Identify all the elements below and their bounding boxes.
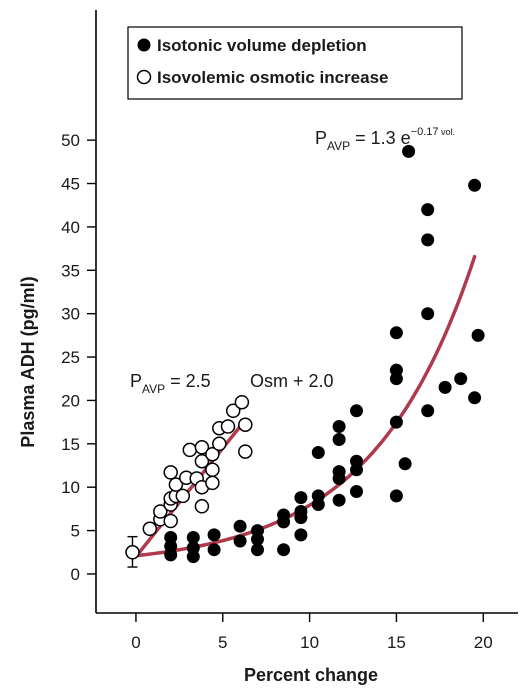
point-volume-depletion [311,489,325,503]
y-tick-label: 50 [61,131,80,150]
exp-formula-exponent: −0.17 [411,126,439,138]
point-volume-depletion [421,307,435,321]
point-osmotic-increase [153,504,168,519]
linear-fit-formula-rest: Osm + 2.0 [250,371,334,391]
point-osmotic-increase [205,475,220,491]
point-volume-depletion [332,465,346,479]
point-volume-depletion [350,404,363,418]
point-osmotic-increase [238,417,253,432]
point-volume-depletion [164,531,178,544]
exp-formula-p: P [315,128,327,148]
axes [95,10,518,614]
point-volume-depletion [233,519,247,533]
point-volume-depletion [294,491,308,505]
y-tick-label: 45 [61,175,80,194]
point-osmotic-increase [205,446,220,462]
y-tick-label: 20 [61,391,80,410]
point-osmotic-increase [163,465,178,480]
point-osmotic-increase [142,521,158,537]
point-volume-depletion [350,454,363,468]
point-volume-depletion [186,541,200,555]
point-osmotic-increase [175,488,191,504]
x-tick-label: 5 [218,633,227,652]
point-osmotic-increase [220,419,236,434]
point-volume-depletion [233,534,247,548]
point-osmotic-increase [225,403,241,419]
point-volume-depletion [398,457,412,471]
point-volume-depletion [389,363,403,377]
point-volume-depletion [389,489,403,503]
point-volume-depletion [332,493,346,507]
x-axis-label: Percent change [244,665,378,685]
x-tick-label: 20 [474,633,493,652]
point-osmotic-increase [205,462,220,478]
exp-formula-exponent-unit: vol. [439,127,456,137]
exp-fit-formula: PAVP = 1.3 e−0.17 vol. [315,126,455,153]
y-tick-label: 10 [61,478,80,497]
point-volume-depletion [251,543,264,557]
y-axis-ticks: 0 5 10 15 20 25 30 35 40 45 50 [61,131,96,584]
point-osmotic-increase [168,477,184,492]
point-volume-depletion [186,531,200,544]
x-tick-label: 0 [131,633,140,652]
point-volume-depletion [389,415,403,429]
point-volume-depletion [468,391,482,405]
y-tick-label: 0 [71,565,80,584]
point-volume-depletion [207,543,221,557]
point-osmotic-increase [238,444,253,459]
lin-formula-eq: = 2.5 [165,371,211,391]
point-osmotic-increase [234,394,250,410]
point-volume-depletion [471,328,485,342]
point-volume-depletion [294,528,308,542]
point-osmotic-increase [182,442,198,458]
point-volume-depletion [389,326,403,340]
y-tick-label: 15 [61,435,80,454]
exp-formula-sub: AVP [327,139,350,153]
y-tick-label: 25 [61,348,80,367]
linear-fit-formula: PAVP = 2.5 [130,371,211,396]
legend: Isotonic volume depletion Isovolemic osm… [127,26,463,100]
y-axis-label: Plasma ADH (pg/ml) [18,276,38,447]
point-osmotic-increase [163,513,178,529]
point-volume-depletion [454,372,468,386]
point-volume-depletion [277,508,291,522]
point-volume-depletion [438,380,452,394]
point-volume-depletion [421,203,435,217]
point-volume-depletion [421,233,435,247]
point-volume-depletion [294,505,308,518]
legend-label-osmotic-increase: Isovolemic osmotic increase [157,68,389,87]
y-tick-label: 30 [61,305,80,324]
point-osmotic-increase [194,453,210,469]
y-tick-label: 35 [61,261,80,280]
point-volume-depletion [402,144,416,158]
legend-marker-open [136,69,152,85]
point-volume-depletion [277,543,291,557]
point-volume-depletion [350,485,363,498]
point-volume-depletion [332,420,346,433]
y-tick-label: 40 [61,218,80,237]
point-volume-depletion [311,446,325,459]
x-tick-label: 10 [300,633,319,652]
x-tick-label: 15 [387,633,406,652]
exp-formula-eq: = 1.3 e [350,128,411,148]
point-osmotic-increase [194,440,210,455]
legend-box [127,26,463,100]
point-osmotic-increase [212,436,227,452]
point-volume-depletion [207,528,221,542]
legend-label-volume-depletion: Isotonic volume depletion [157,36,367,55]
point-volume-depletion [421,404,435,418]
x-axis-ticks: 0 5 10 15 20 [131,613,493,652]
point-volume-depletion [468,178,482,192]
data-points [125,144,485,568]
point-volume-depletion [251,524,264,538]
point-osmotic-increase [194,499,210,514]
y-tick-label: 5 [71,522,80,541]
legend-marker-filled [137,38,151,52]
point-osmotic-increase [125,545,140,560]
lin-formula-sub: AVP [142,382,165,396]
point-volume-depletion [332,433,346,446]
lin-formula-p: P [130,371,142,391]
